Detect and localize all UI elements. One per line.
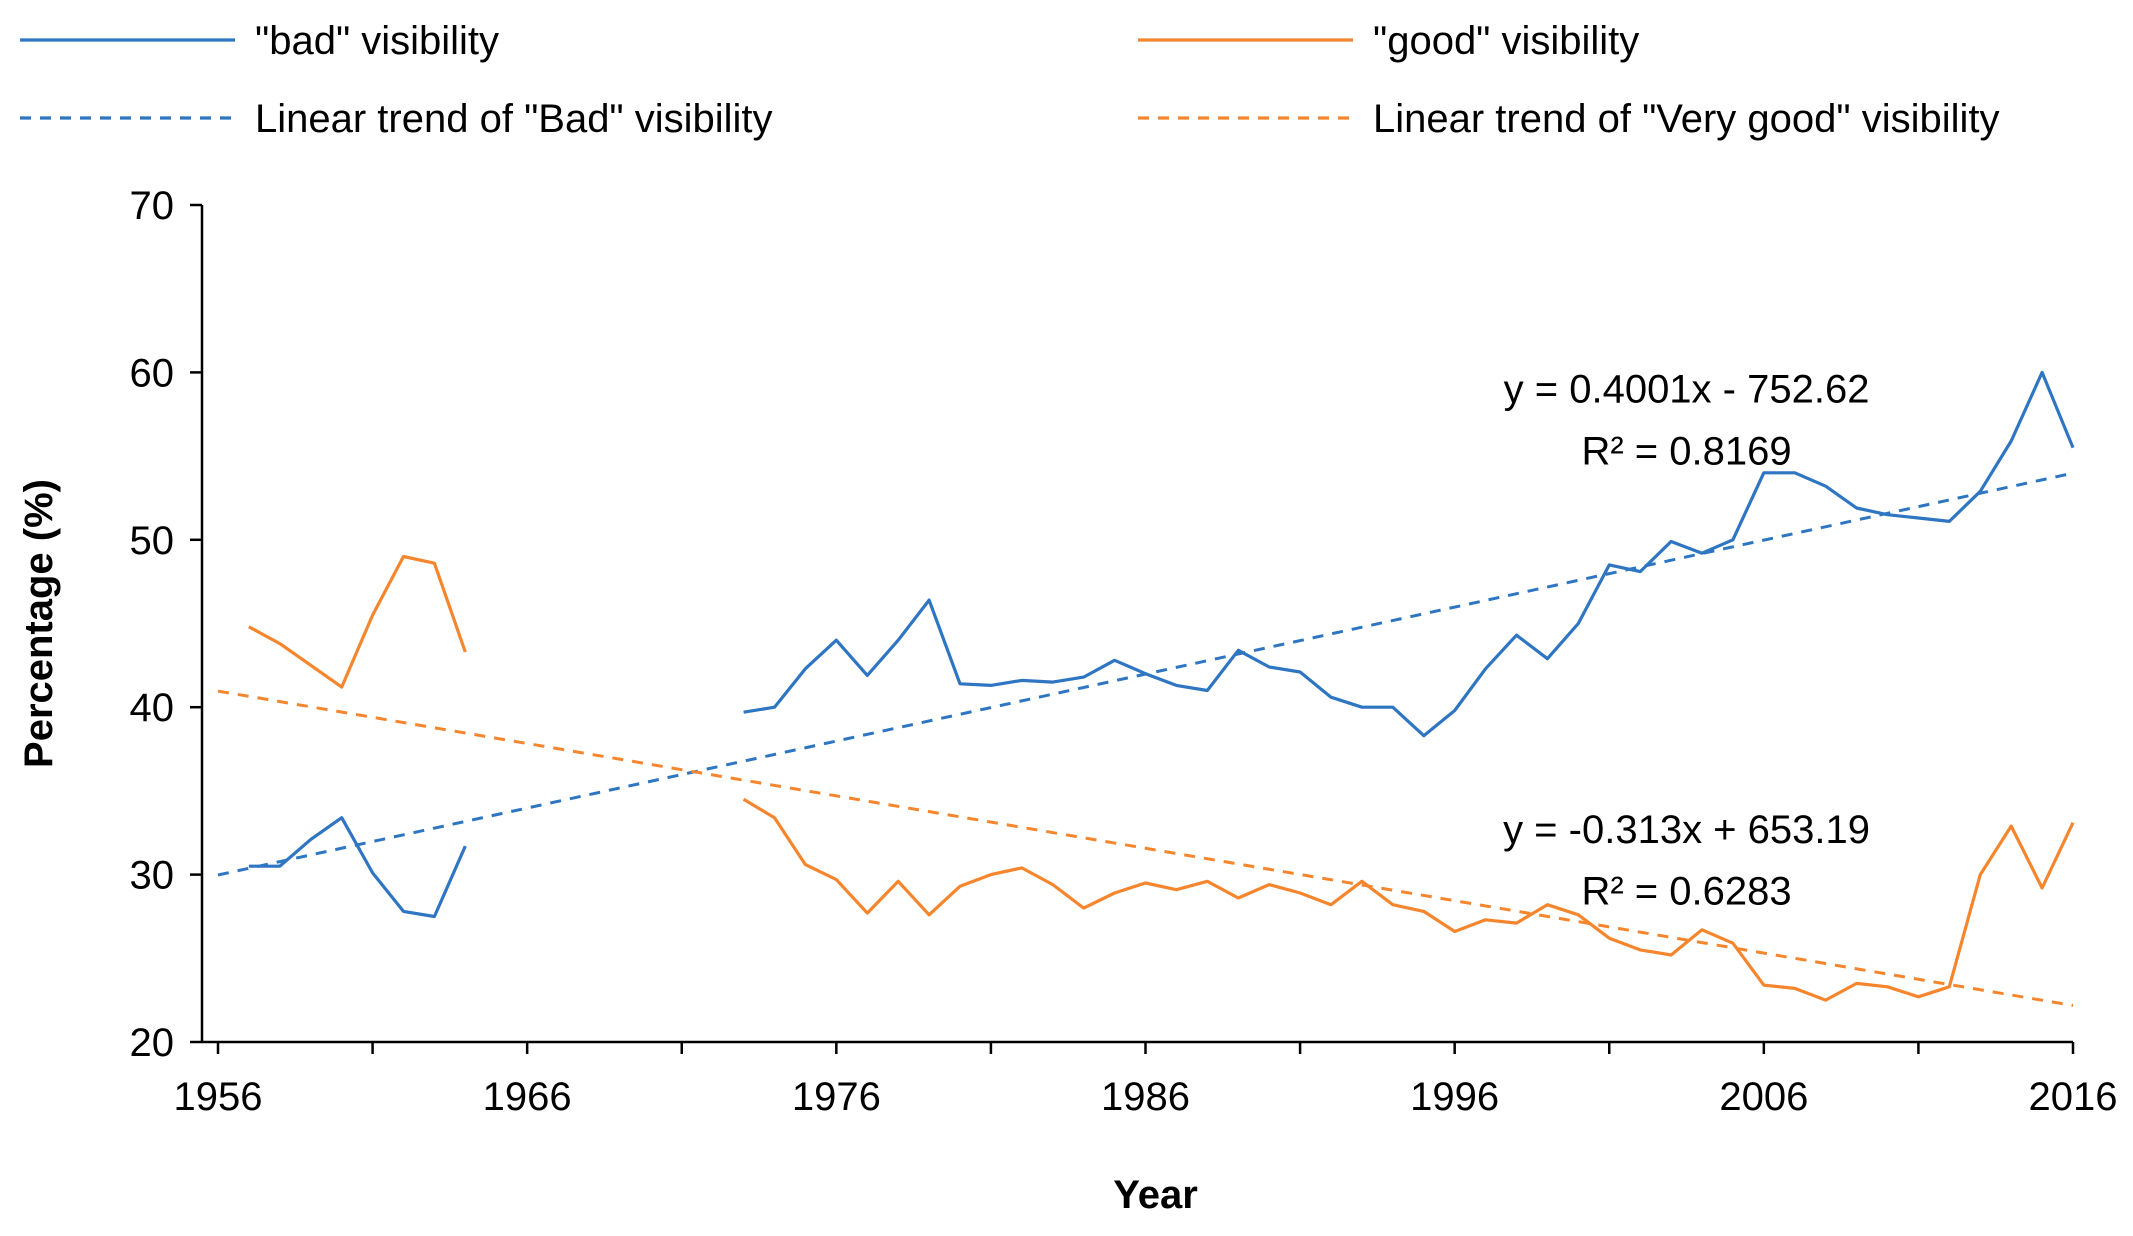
r-squared-label: R² = 0.6283 bbox=[1581, 870, 1791, 914]
x-tick-label: 1986 bbox=[1101, 1075, 1190, 1119]
y-tick-label: 40 bbox=[130, 686, 175, 730]
legend: "bad" visibility "good" visibility Linear … bbox=[20, 19, 2000, 141]
series-layer bbox=[217, 370, 2075, 1007]
y-tick-label: 70 bbox=[130, 184, 175, 228]
series-good-line-segment bbox=[248, 554, 467, 689]
legend-label: "bad" visibility bbox=[255, 19, 499, 63]
r-squared-label: R² = 0.8169 bbox=[1581, 429, 1791, 473]
x-tick-label: 1966 bbox=[483, 1075, 572, 1119]
trendline-bad bbox=[217, 471, 2074, 877]
x-tick-label: 2016 bbox=[2029, 1075, 2118, 1119]
trendline-good bbox=[217, 689, 2074, 1007]
y-tick-label: 50 bbox=[130, 519, 175, 563]
series-good-line-segment bbox=[742, 797, 2075, 1002]
x-axis-title: Year bbox=[1113, 1173, 1198, 1217]
legend-label: Linear trend of "Very good" visibility bbox=[1373, 97, 2000, 141]
x-tick-label: 1996 bbox=[1410, 1075, 1499, 1119]
series-bad-line-segment bbox=[743, 370, 2075, 738]
y-tick-label: 20 bbox=[130, 1021, 175, 1065]
x-tick-label: 1976 bbox=[792, 1075, 881, 1119]
series-bad-line-segment bbox=[248, 816, 467, 919]
y-tick-label: 30 bbox=[130, 854, 175, 898]
y-tick-label: 60 bbox=[130, 351, 175, 395]
legend-label: "good" visibility bbox=[1373, 19, 1639, 63]
y-axis-title: Percentage (%) bbox=[17, 479, 61, 768]
trend-equation: y = -0.313x + 653.19 bbox=[1503, 808, 1870, 852]
trend-equation: y = 0.4001x - 752.62 bbox=[1504, 368, 1870, 412]
annotation-layer: y = 0.4001x - 752.62 R² = 0.8169 y = -0.31… bbox=[1503, 368, 1870, 914]
axes: 20 30 40 50 60 70 1956 1966 1976 1986 1996 2006 2016… bbox=[17, 184, 2117, 1217]
legend-label: Linear trend of "Bad" visibility bbox=[255, 97, 773, 141]
x-tick-label: 2006 bbox=[1719, 1075, 1808, 1119]
x-tick-label: 1956 bbox=[174, 1075, 263, 1119]
